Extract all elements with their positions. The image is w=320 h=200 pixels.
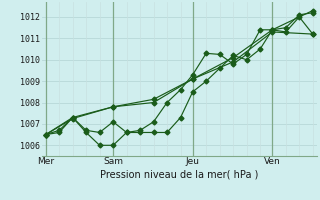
X-axis label: Pression niveau de la mer( hPa ): Pression niveau de la mer( hPa ) [100,169,258,179]
